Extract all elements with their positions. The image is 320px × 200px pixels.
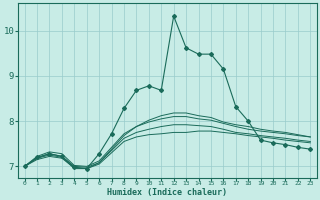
X-axis label: Humidex (Indice chaleur): Humidex (Indice chaleur) <box>108 188 228 197</box>
